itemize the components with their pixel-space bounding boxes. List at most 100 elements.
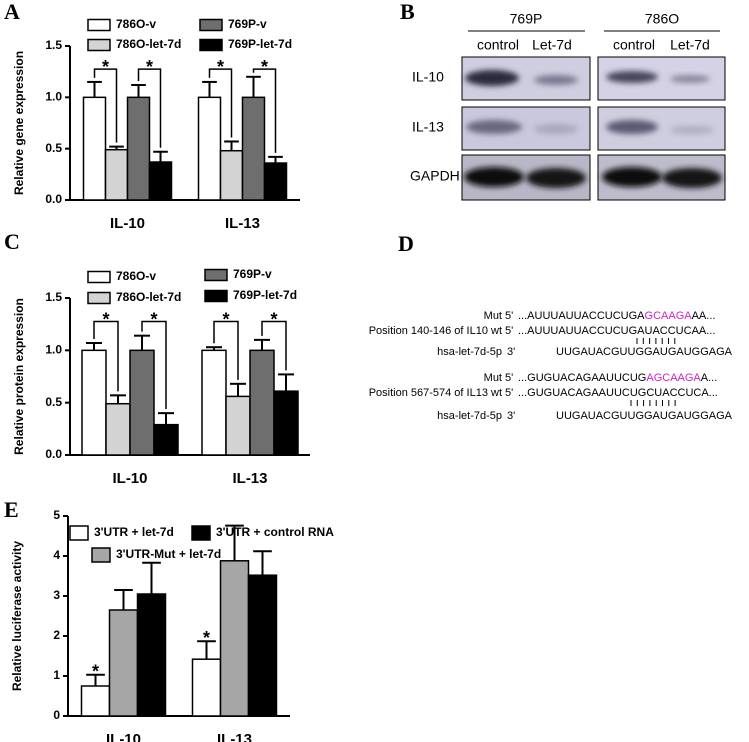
legend-label: 769P-v (233, 267, 272, 281)
y-tick-label: 0.0 (45, 192, 62, 206)
significance: * (146, 57, 153, 77)
western-blot: 769P 786O control Let-7d control Let-7d … (410, 11, 726, 201)
y-tick-label: 3 (53, 588, 60, 602)
bar (153, 423, 179, 456)
bar (249, 349, 275, 456)
condition: Let-7d (670, 37, 710, 53)
y-tick-label: 1.5 (45, 290, 62, 304)
blot-row-label: IL-10 (412, 69, 444, 85)
bar (201, 349, 227, 456)
mutation: AGCAAGA (646, 372, 701, 384)
legend-swatch (87, 291, 111, 305)
sequence: ...GUGUACAGAAUUCUGAGCAAGAA... (518, 372, 717, 384)
significance: * (102, 57, 109, 77)
seq-label: hsa-let-7d-5p (437, 346, 502, 358)
legend-swatch (87, 270, 111, 284)
bar (197, 96, 222, 201)
blot-row-label: GAPDH (410, 168, 460, 184)
legend-swatch (199, 38, 223, 52)
significance-bracket (93, 320, 119, 392)
panel-label: B (400, 0, 415, 24)
seq-label: Position 140-146 of IL10 wt (369, 325, 502, 337)
significance-bracket (93, 68, 118, 143)
significance: * (217, 57, 224, 77)
panel-label: A (4, 0, 20, 24)
seq-part: A... (701, 372, 718, 384)
significance-bracket (137, 68, 162, 148)
condition: control (477, 37, 519, 53)
bar (241, 96, 266, 201)
seq-end: 5' (505, 310, 513, 322)
seq-part: AA... (692, 310, 716, 322)
seq-label: Mut (484, 310, 502, 322)
sequence: ...AUUUAUUACCUCUGAGCAAGAAA... (518, 310, 715, 322)
x-tick-label: IL-13 (225, 215, 260, 232)
legend-label: 3'UTR + let-7d (94, 525, 174, 539)
legend-swatch (87, 38, 111, 52)
bar (104, 148, 129, 201)
condition: Let-7d (532, 37, 572, 53)
panel-label: D (398, 231, 414, 256)
seq-part: ...GUGUACAGAAUUCUG (518, 372, 646, 384)
legend-swatch (204, 289, 228, 303)
condition: control (613, 37, 655, 53)
legend-label: 769P-let-7d (233, 288, 297, 302)
y-tick-label: 0.0 (45, 447, 62, 461)
significance: * (203, 628, 210, 648)
y-tick-label: 0.5 (45, 141, 62, 155)
legend-swatch (199, 18, 223, 32)
legend-label: 769P-v (228, 17, 267, 31)
seq-part: ...AUUUAUUACCUCUGA (518, 310, 645, 322)
sequence: ...AUUUAUUACCUCUGAUACCUCAA... (518, 325, 715, 337)
legend-swatch (191, 525, 211, 541)
bar (219, 560, 250, 717)
bar (129, 349, 155, 456)
significance-bracket (208, 68, 233, 138)
legend-label: 786O-let-7d (116, 290, 181, 304)
sequence: UUGAUACGUUGGAUGAUGGAGA (556, 410, 733, 422)
legend-swatch (91, 547, 111, 563)
seq-label: Mut (484, 372, 502, 384)
significance: * (150, 309, 157, 329)
y-tick-label: 2 (53, 628, 60, 642)
y-axis-label: Relative gene expression (12, 51, 26, 195)
significance-bracket (261, 320, 287, 371)
blot-membrane (461, 56, 726, 201)
significance: * (270, 309, 277, 329)
significance: * (92, 662, 99, 682)
bar (225, 395, 251, 456)
seq-end: 5' (505, 387, 513, 399)
significance: * (222, 309, 229, 329)
sequence: UUGAUACGUUGGAUGAUGGAGA (556, 346, 733, 358)
sequence: ...GUGUACAGAAUUCUGCUACCUCA... (518, 387, 718, 399)
legend-label: 786O-let-7d (116, 37, 181, 51)
significance-bracket (141, 320, 167, 410)
significance-bracket (213, 320, 239, 380)
legend-swatch (204, 268, 228, 282)
cell-line: 769P (510, 11, 543, 27)
seq-label: Position 567-574 of IL13 wt (369, 387, 502, 399)
bar (126, 96, 151, 201)
blot-row-label: IL-13 (412, 119, 444, 135)
bar (81, 349, 107, 456)
bar (219, 149, 244, 201)
panel-label: C (4, 229, 20, 254)
y-tick-label: 0 (53, 708, 60, 722)
legend-label: 3'UTR-Mut + let-7d (116, 547, 221, 561)
y-tick-label: 1.0 (45, 343, 62, 357)
mutation: GCAAGA (645, 310, 693, 322)
seq-end: 5' (505, 372, 513, 384)
bar (80, 685, 111, 717)
legend-swatch (69, 525, 89, 541)
bar (136, 593, 167, 717)
bar (273, 390, 299, 456)
bar (82, 96, 107, 201)
legend-label: 786O-v (116, 17, 156, 31)
significance-bracket (252, 68, 277, 153)
y-tick-label: 0.5 (45, 395, 62, 409)
significance: * (261, 57, 268, 77)
bar (247, 574, 278, 717)
bar (148, 161, 173, 201)
legend-label: 769P-let-7d (228, 37, 292, 51)
